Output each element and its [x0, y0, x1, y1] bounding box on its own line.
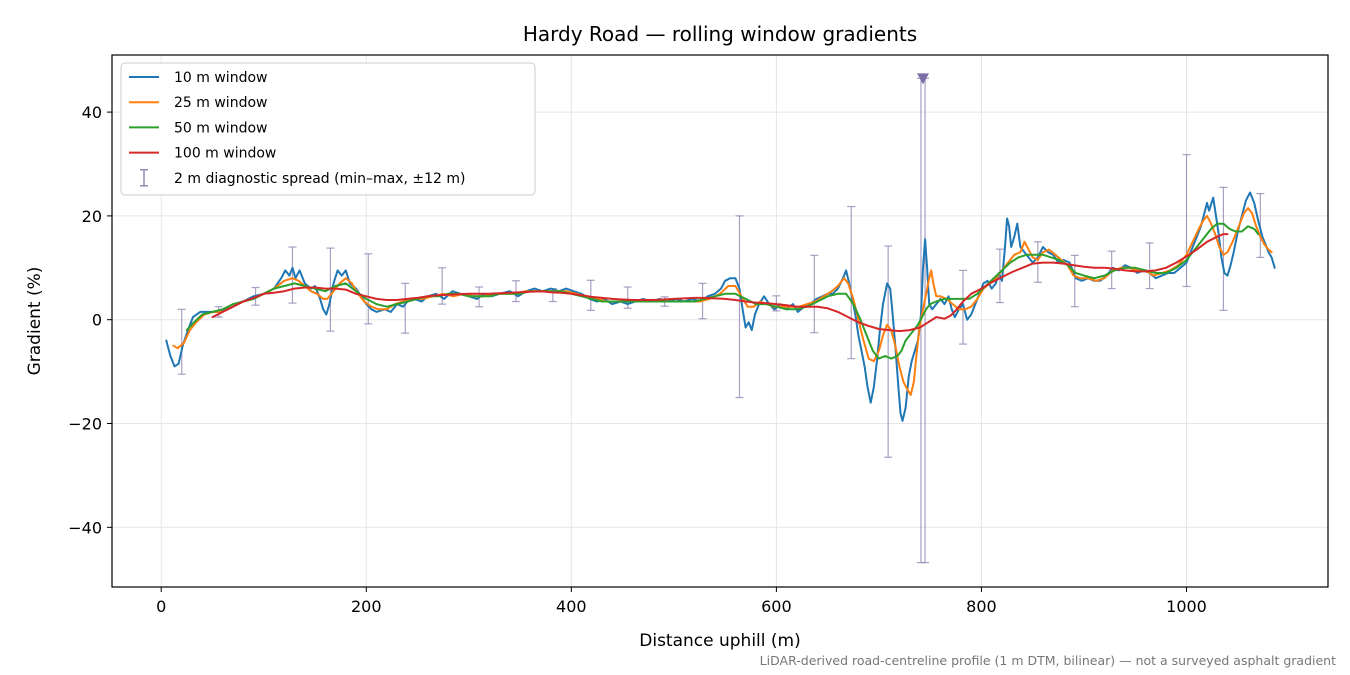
x-axis-label: Distance uphill (m) [639, 631, 800, 651]
series-layer [165, 73, 1276, 564]
legend-item: 10 m window [129, 70, 267, 86]
legend-label: 50 m window [174, 120, 267, 136]
y-tick-label: 40 [82, 103, 102, 122]
error-bar [1070, 254, 1079, 308]
x-tick-label: 800 [966, 597, 997, 616]
error-bar [401, 282, 410, 334]
y-axis-label: Gradient (%) [25, 267, 45, 376]
error-bar [1145, 242, 1154, 290]
footnote: LiDAR-derived road-centreline profile (1… [760, 653, 1336, 668]
axis-ticks: 0 200 400 600 800 1000 −40 −20 0 20 40 [68, 103, 1207, 616]
x-tick-label: 1000 [1166, 597, 1207, 616]
y-tick-label: −40 [68, 518, 102, 537]
legend-item: 2 m diagnostic spread (min–max, ±12 m) [140, 169, 465, 187]
x-tick-label: 600 [761, 597, 792, 616]
y-tick-label: 20 [82, 207, 102, 226]
error-bar [1033, 241, 1042, 283]
legend-item: 100 m window [129, 146, 276, 162]
legend-label: 2 m diagnostic spread (min–max, ±12 m) [174, 171, 465, 187]
error-bar [364, 253, 373, 325]
x-tick-label: 0 [156, 597, 166, 616]
plot-frame [111, 54, 1329, 588]
legend-label: 25 m window [174, 95, 267, 111]
error-bar [1219, 186, 1228, 311]
legend-frame [120, 62, 536, 196]
error-bar [586, 279, 595, 311]
error-bar [1182, 154, 1191, 288]
y-tick-label: −20 [68, 415, 102, 434]
error-bar [288, 246, 297, 304]
error-bar [847, 205, 856, 360]
legend: 10 m window 25 m window 50 m window 100 m w… [120, 62, 536, 196]
error-bar [735, 215, 744, 399]
error-bar [511, 280, 520, 303]
series-50-m-window-line [185, 222, 1260, 360]
legend-item: 25 m window [129, 95, 267, 111]
legend-label: 10 m window [174, 70, 267, 86]
x-tick-label: 200 [351, 597, 382, 616]
chart-title: Hardy Road — rolling window gradients [523, 22, 917, 46]
peak-marker [917, 73, 930, 85]
legend-label: 100 m window [174, 146, 276, 162]
series-100-m-window-line [211, 233, 1229, 333]
y-tick-label: 0 [92, 311, 102, 330]
error-bar [810, 254, 819, 334]
legend-item: 50 m window [129, 120, 267, 136]
error-bar [177, 308, 186, 375]
x-tick-label: 400 [556, 597, 587, 616]
error-bar [884, 245, 893, 458]
